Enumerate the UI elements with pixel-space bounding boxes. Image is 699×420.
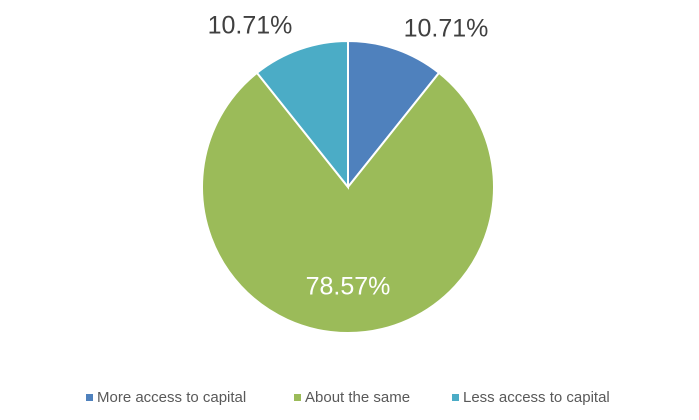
data-label: 78.57% (306, 273, 391, 301)
legend-marker (294, 394, 301, 401)
pie-slice (201, 71, 495, 334)
pie-slice (347, 39, 441, 190)
legend-label: About the same (305, 389, 410, 406)
data-label: 10.71% (208, 12, 293, 40)
legend-label: Less access to capital (463, 389, 610, 406)
legend-marker (452, 394, 459, 401)
data-label: 10.71% (404, 15, 489, 43)
legend-label: More access to capital (97, 389, 246, 406)
legend-marker (86, 394, 93, 401)
pie-slice (255, 39, 349, 190)
